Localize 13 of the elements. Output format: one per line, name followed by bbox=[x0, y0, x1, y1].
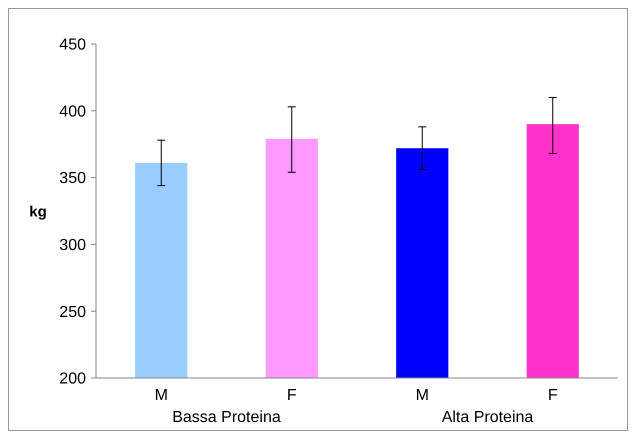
x-tick-label: M bbox=[154, 387, 168, 404]
y-tick-label: 200 bbox=[59, 370, 86, 388]
y-tick-label: 450 bbox=[59, 36, 86, 54]
x-tick-label: F bbox=[286, 387, 297, 404]
y-axis-title: kg bbox=[29, 203, 47, 220]
y-tick-label: 350 bbox=[59, 170, 86, 188]
y-tick-label: 400 bbox=[59, 103, 86, 120]
text: Alta Proteina bbox=[442, 409, 534, 426]
text: Bassa Proteina bbox=[172, 409, 281, 426]
y-tick-label: 300 bbox=[59, 237, 86, 254]
x-tick-label: F bbox=[548, 387, 558, 404]
y-tick-label: 250 bbox=[59, 304, 86, 321]
x-tick-label: M bbox=[416, 387, 429, 404]
